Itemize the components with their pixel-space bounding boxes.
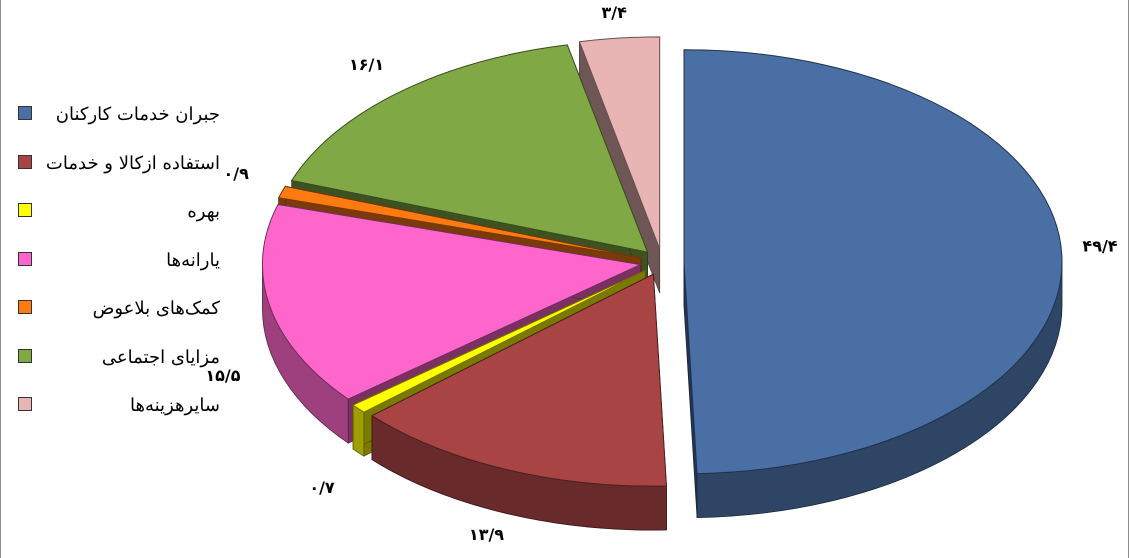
legend-swatch — [18, 348, 32, 363]
legend-item-other-expenses: سایرهزینه‌ها — [18, 387, 248, 436]
data-label-1: ۱۳/۹ — [469, 525, 504, 544]
legend-label: جبران خدمات کارکنان — [55, 104, 220, 125]
pie-slice-top — [683, 49, 1063, 475]
legend-item-grants: کمک‌های بلاعوض — [18, 290, 248, 339]
legend-swatch — [18, 300, 32, 314]
legend-swatch — [18, 106, 32, 120]
pie-slice-6 — [578, 36, 661, 294]
legend-label: مزایای اجتماعی — [101, 346, 220, 368]
pie-slice-0 — [683, 49, 1063, 519]
data-label-3: ۱۵/۵ — [205, 366, 240, 385]
pie-slice-top — [352, 270, 646, 413]
legend-item-interest: بهره — [18, 193, 248, 242]
pie-slice-top — [290, 44, 649, 253]
legend-label: استفاده ازکالا و خدمات — [45, 152, 220, 174]
data-label-2: ۰/۷ — [309, 478, 335, 497]
pie-slice-top — [578, 36, 661, 250]
legend-swatch — [18, 203, 32, 217]
legend: جبران خدمات کارکنان استفاده ازکالا و خدم… — [18, 96, 248, 436]
data-label-6: ۳/۴ — [602, 3, 628, 22]
legend-label: کمک‌های بلاعوض — [92, 298, 220, 319]
legend-item-employee-compensation: جبران خدمات کارکنان — [18, 96, 248, 145]
data-label-4: ۰/۹ — [224, 164, 250, 183]
legend-item-goods-services: استفاده ازکالا و خدمات — [18, 145, 248, 194]
legend-item-social-benefits: مزایای اجتماعی — [18, 339, 248, 388]
pie-slice-rim — [352, 404, 365, 457]
legend-swatch — [18, 154, 32, 169]
legend-swatch — [18, 251, 32, 266]
data-label-0: ۴۹/۴ — [1082, 237, 1117, 256]
pie-slice-top — [277, 185, 642, 259]
data-label-5: ۱۶/۱ — [349, 55, 384, 74]
legend-item-subsidies: یارانه‌ها — [18, 242, 248, 291]
legend-swatch — [18, 397, 32, 411]
pie-slice-top — [370, 273, 667, 487]
pie-slice-top — [261, 203, 643, 400]
legend-label: بهره — [187, 201, 220, 222]
legend-label: یارانه‌ها — [166, 249, 220, 271]
pie-slice-1 — [370, 273, 667, 531]
legend-label: سایرهزینه‌ها — [130, 395, 220, 416]
